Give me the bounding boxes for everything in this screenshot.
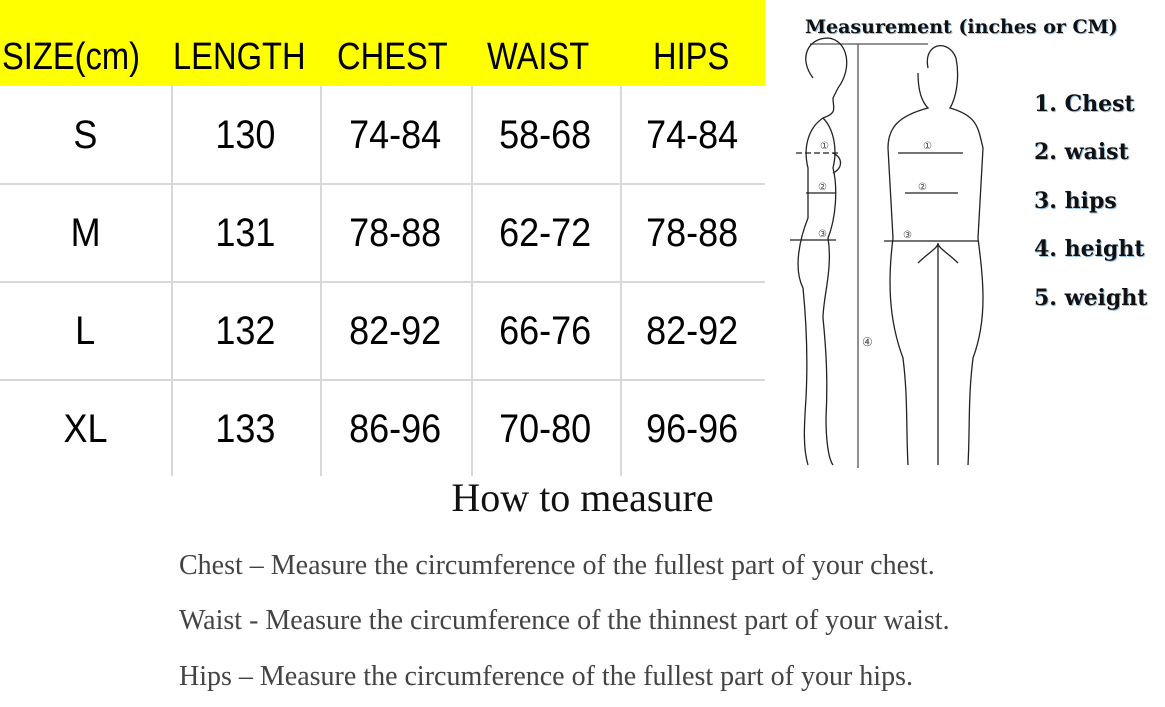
header-length: LENGTH xyxy=(173,36,306,78)
table-cell: 82-92 xyxy=(620,282,765,380)
cell-text: 133 xyxy=(215,407,276,451)
table-cell: 58-68 xyxy=(471,86,620,184)
cell-text: 86-96 xyxy=(349,407,442,451)
measurement-item: 2. waist xyxy=(1034,139,1129,165)
marker-chest: ① xyxy=(820,141,829,152)
table-cell: 70-80 xyxy=(471,380,620,478)
table-cell: 133 xyxy=(171,380,320,478)
table-cell: 78-88 xyxy=(320,184,471,282)
cell-text: L xyxy=(75,309,96,353)
table-cell: 78-88 xyxy=(620,184,765,282)
table-cell: 86-96 xyxy=(320,380,471,478)
table-cell: 82-92 xyxy=(320,282,471,380)
size-label: M xyxy=(0,184,171,282)
cell-text: 132 xyxy=(215,309,276,353)
header-waist: WAIST xyxy=(487,36,590,78)
cell-text: 74-84 xyxy=(349,113,442,157)
table-cell: 96-96 xyxy=(620,380,765,478)
measurement-item: 5. weight xyxy=(1034,285,1148,311)
table-cell: 130 xyxy=(171,86,320,184)
cell-text: 130 xyxy=(215,113,276,157)
instruction-waist: Waist - Measure the circumference of the… xyxy=(179,605,950,636)
header-chest: CHEST xyxy=(337,36,448,78)
table-cell: 62-72 xyxy=(471,184,620,282)
divider xyxy=(0,379,765,381)
cell-text: 70-80 xyxy=(499,407,592,451)
cell-text: 66-76 xyxy=(499,309,592,353)
cell-text: XL xyxy=(63,407,108,451)
how-to-measure-text: How to measure xyxy=(451,475,714,520)
cell-text: 74-84 xyxy=(646,113,739,157)
divider xyxy=(0,281,765,283)
cell-text: 62-72 xyxy=(499,211,592,255)
marker-waist: ② xyxy=(918,182,927,193)
body-measurement-figure: ① ① ② ② ③ ③ ④ xyxy=(790,37,984,468)
cell-text: 82-92 xyxy=(349,309,442,353)
size-label: S xyxy=(0,86,171,184)
header-hips: HIPS xyxy=(653,36,730,78)
measurement-title: Measurement (inches or CM) xyxy=(805,16,1118,38)
marker-chest: ① xyxy=(923,141,932,152)
marker-waist: ② xyxy=(818,182,827,193)
table-cell: 132 xyxy=(171,282,320,380)
cell-text: S xyxy=(73,113,98,157)
marker-height: ④ xyxy=(862,335,873,349)
instruction-chest: Chest – Measure the circumference of the… xyxy=(179,550,935,581)
size-table: S 130 74-84 58-68 74-84 M 131 78-88 62-72 78-88 L 1… xyxy=(0,86,765,476)
measurement-item: 3. hips xyxy=(1034,188,1117,214)
size-label: L xyxy=(0,282,171,380)
cell-text: 131 xyxy=(215,211,276,255)
divider xyxy=(0,183,765,185)
cell-text: 78-88 xyxy=(349,211,442,255)
table-cell: 74-84 xyxy=(320,86,471,184)
marker-hips: ③ xyxy=(818,229,827,240)
cell-text: 82-92 xyxy=(646,309,739,353)
size-label: XL xyxy=(0,380,171,478)
table-cell: 66-76 xyxy=(471,282,620,380)
cell-text: 58-68 xyxy=(499,113,592,157)
measurement-item: 4. height xyxy=(1034,236,1145,262)
how-to-measure-title: How to measure xyxy=(0,474,1165,521)
measurement-item: 1. Chest xyxy=(1034,91,1135,117)
table-cell: 74-84 xyxy=(620,86,765,184)
table-header: SIZE(cm) LENGTH CHEST WAIST HIPS xyxy=(0,0,765,86)
cell-text: 96-96 xyxy=(646,407,739,451)
instruction-hips: Hips – Measure the circumference of the … xyxy=(179,661,913,692)
table-cell: 131 xyxy=(171,184,320,282)
cell-text: 78-88 xyxy=(646,211,739,255)
cell-text: M xyxy=(70,211,101,255)
header-size: SIZE(cm) xyxy=(2,36,140,78)
marker-hips: ③ xyxy=(903,230,912,241)
